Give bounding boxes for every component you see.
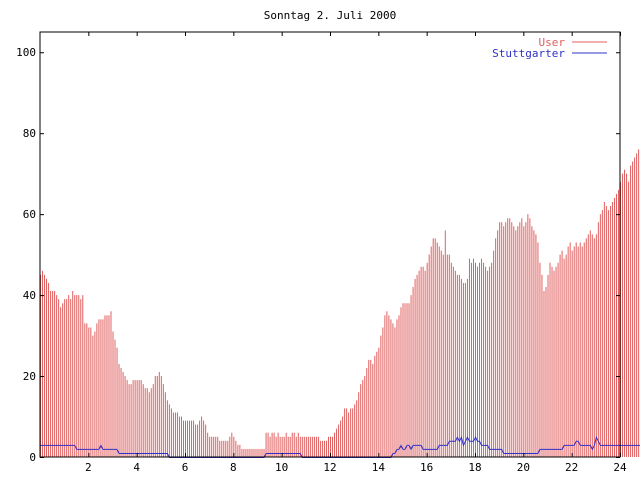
x-tick-label: 18 [468,461,481,474]
user-series [40,149,640,457]
x-tick-label: 24 [613,461,627,474]
x-tick-label: 12 [323,461,336,474]
x-tick-label: 4 [133,461,140,474]
x-tick-label: 20 [517,461,530,474]
chart-title: Sonntag 2. Juli 2000 [264,9,396,22]
y-tick-label: 60 [23,208,36,221]
x-axis: 2 4 6 8 10 12 14 16 18 20 22 24 [85,32,627,474]
y-tick-label: 20 [23,370,36,383]
x-tick-label: 6 [182,461,189,474]
legend: User Stuttgarter [492,36,607,60]
x-tick-label: 8 [230,461,237,474]
x-tick-label: 10 [275,461,288,474]
y-axis: 0 20 40 60 80 100 [16,46,620,464]
y-tick-label: 40 [23,289,36,302]
x-tick-label: 22 [565,461,578,474]
y-tick-label: 100 [16,46,36,59]
stuttgarter-series [40,435,640,458]
y-tick-label: 0 [29,451,36,464]
y-tick-label: 80 [23,127,36,140]
x-tick-label: 2 [85,461,92,474]
stuttgarter-line [40,435,640,458]
legend-user-label: User [539,36,566,49]
x-tick-label: 14 [372,461,386,474]
x-tick-label: 16 [420,461,433,474]
legend-stuttgarter-label: Stuttgarter [492,47,565,60]
